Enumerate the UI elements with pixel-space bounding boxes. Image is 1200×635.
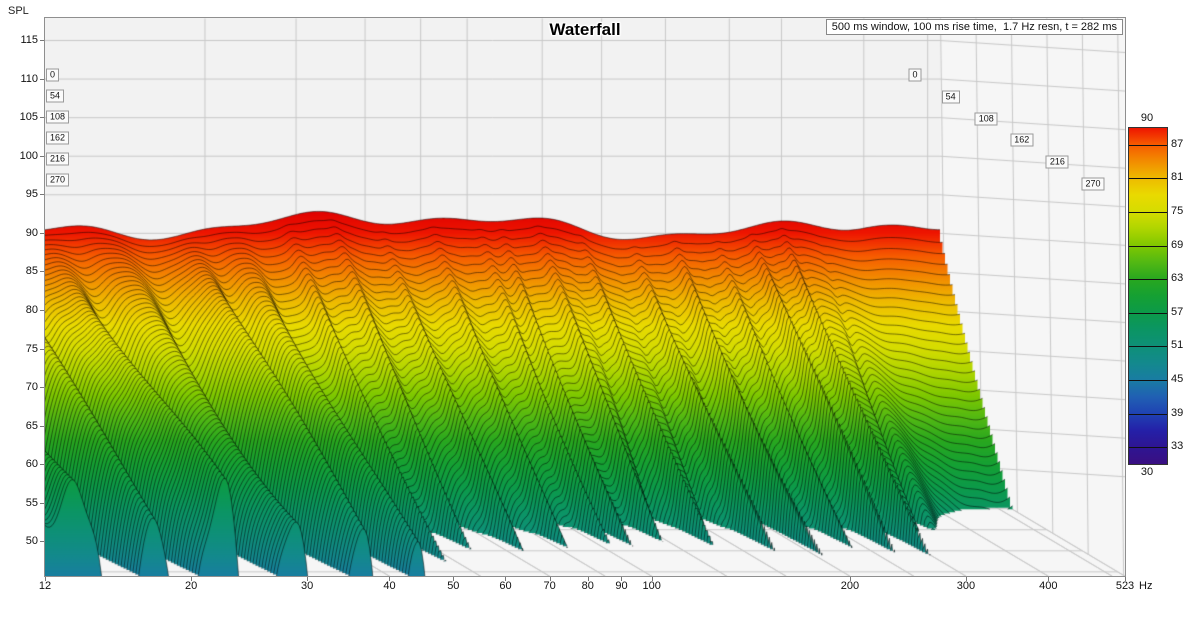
- freq-tick-mark: [1048, 577, 1050, 581]
- spl-tick-label: 80: [25, 303, 38, 316]
- colorbar-segment-divider: [1129, 144, 1167, 146]
- colorbar-segment-divider: [1129, 178, 1167, 180]
- plot-area: [44, 17, 1126, 577]
- freq-tick-mark: [505, 577, 507, 581]
- spl-tick-label: 100: [19, 149, 38, 162]
- freq-tick-label: 30: [301, 580, 314, 592]
- colorbar-min-label: 30: [1140, 466, 1154, 478]
- colorbar-tick-label: 51: [1171, 339, 1184, 352]
- spl-tick-label: 110: [20, 72, 38, 85]
- freq-tick-label: 400: [1039, 580, 1058, 592]
- colorbar-tick-label: 57: [1171, 305, 1184, 318]
- colorbar-segment-divider: [1129, 279, 1167, 281]
- waterfall-canvas: [45, 18, 1125, 576]
- freq-tick-label: 523: [1115, 580, 1135, 592]
- colorbar-tick-label: 39: [1171, 406, 1184, 419]
- colorbar-tick-label: 63: [1171, 272, 1184, 285]
- freq-tick-mark: [453, 577, 455, 581]
- freq-tick-label: 90: [615, 580, 628, 592]
- spl-tick-label: 60: [25, 458, 38, 471]
- freq-tick-label: 80: [581, 580, 594, 592]
- spl-tick-label: 50: [25, 535, 38, 548]
- freq-tick-mark: [549, 577, 551, 581]
- colorbar-max-label: 90: [1140, 112, 1154, 124]
- colorbar-tick-label: 87: [1171, 137, 1184, 150]
- colorbar-segment-divider: [1129, 413, 1167, 415]
- freq-tick-mark: [1125, 577, 1126, 581]
- freq-tick-mark: [965, 577, 967, 581]
- spl-tick-label: 70: [25, 381, 38, 394]
- spl-tick-label: 115: [20, 34, 38, 46]
- freq-tick-mark: [389, 577, 391, 581]
- colorbar-segment-divider: [1129, 245, 1167, 247]
- freq-tick-label: 300: [956, 580, 976, 592]
- colorbar-segment-divider: [1129, 380, 1167, 381]
- freq-tick-mark: [307, 577, 309, 581]
- spl-tick-label: 85: [25, 265, 38, 278]
- freq-tick-mark: [849, 577, 851, 581]
- colorbar: [1128, 127, 1168, 465]
- freq-tick-mark: [621, 577, 623, 581]
- freq-tick-mark: [651, 577, 653, 581]
- freq-axis-unit: Hz: [1139, 580, 1153, 592]
- legend: ✔ LS+RS -T150 reslt 22.1 dB: [0, 600, 1200, 630]
- freq-tick-label: 40: [383, 580, 396, 592]
- colorbar-tick-label: 81: [1171, 171, 1184, 184]
- spl-tick-label: 75: [25, 342, 38, 355]
- colorbar-tick-label: 69: [1171, 238, 1184, 251]
- freq-tick-label: 70: [543, 580, 556, 592]
- spl-tick-label: 90: [25, 226, 38, 239]
- colorbar-tick-label: 45: [1171, 373, 1184, 385]
- freq-tick-label: 60: [499, 580, 512, 592]
- window-info-box: 500 ms window, 100 ms rise time, 1.7 Hz …: [825, 19, 1123, 35]
- spl-tick-label: 65: [25, 419, 38, 432]
- freq-tick-label: 20: [185, 580, 198, 592]
- spl-tick-label: 95: [25, 188, 38, 201]
- colorbar-segment-divider: [1129, 346, 1167, 348]
- freq-tick-label: 100: [642, 580, 661, 592]
- freq-tick-label: 12: [38, 580, 52, 592]
- colorbar-tick-label: 33: [1171, 440, 1184, 453]
- freq-tick-mark: [587, 577, 589, 581]
- chart-title: Waterfall: [549, 20, 621, 39]
- spl-tick-label: 105: [19, 111, 38, 124]
- colorbar-segment-divider: [1129, 312, 1167, 314]
- colorbar-tick-label: 75: [1171, 205, 1184, 217]
- spl-tick-label: 55: [25, 496, 38, 509]
- freq-tick-mark: [191, 577, 193, 581]
- freq-tick-label: 200: [840, 580, 860, 592]
- spl-axis-title: SPL: [8, 5, 29, 17]
- colorbar-segment-divider: [1129, 447, 1167, 449]
- freq-tick-label: 50: [447, 580, 460, 592]
- freq-tick-mark: [45, 577, 46, 581]
- colorbar-segment-divider: [1129, 212, 1167, 213]
